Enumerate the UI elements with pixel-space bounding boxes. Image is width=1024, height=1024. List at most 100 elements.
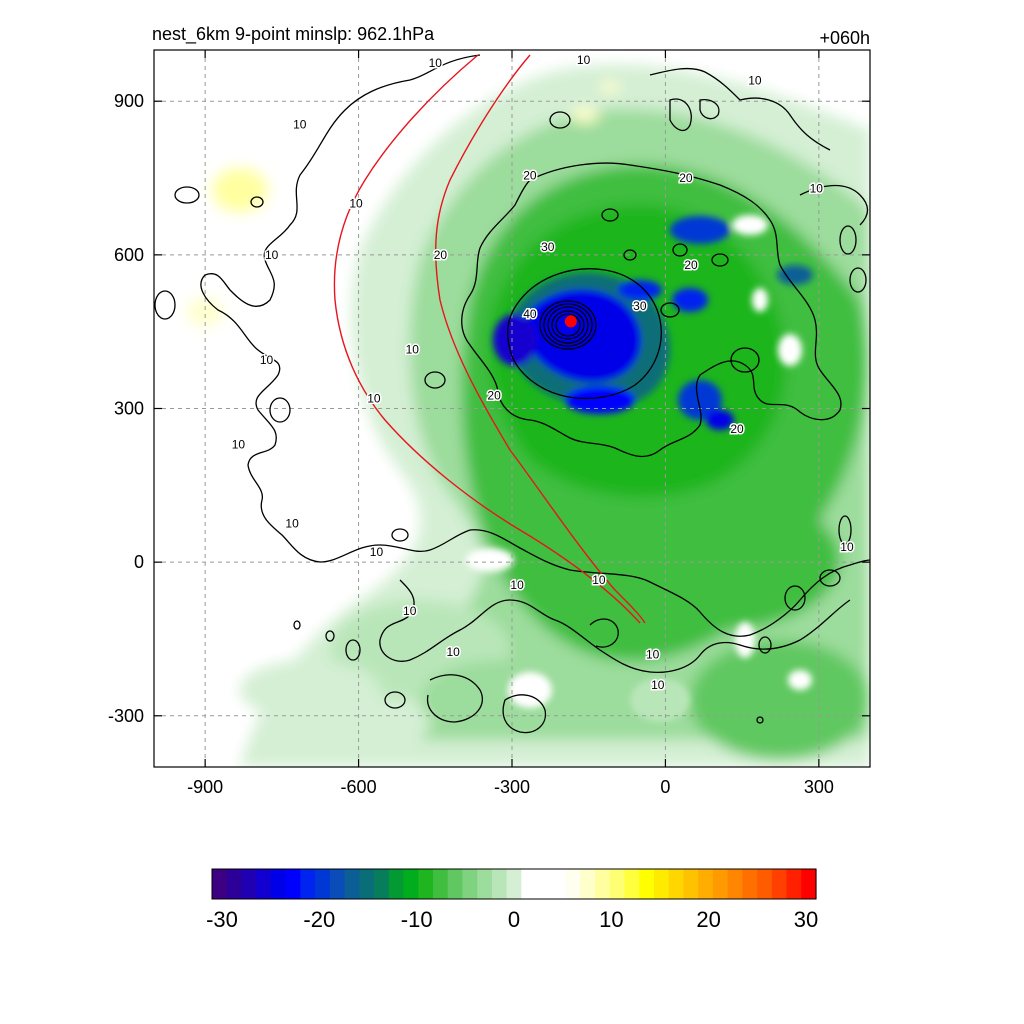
colorbar-swatch: [757, 869, 773, 899]
colorbar-swatch: [256, 869, 272, 899]
colorbar-swatch: [462, 869, 478, 899]
contour-label: 10: [810, 181, 824, 195]
colorbar-swatch: [668, 869, 685, 899]
colorbar-swatch: [565, 869, 581, 899]
colorbar-tick-label: -20: [303, 907, 335, 932]
colorbar-swatch: [653, 869, 670, 899]
contour-label: 10: [370, 545, 384, 559]
colorbar-tick-label: 0: [508, 907, 520, 932]
contour-label: 10: [510, 578, 524, 592]
colorbar-swatch: [315, 869, 331, 899]
y-tick-label: 0: [134, 552, 144, 572]
colorbar-swatch: [639, 869, 655, 899]
x-tick-label: -600: [341, 777, 377, 797]
colorbar: -30 -20 -10 0 10 20 30: [206, 868, 818, 932]
contour-label: 30: [541, 240, 555, 254]
forecast-hour-label: +060h: [819, 28, 870, 48]
colorbar-swatch: [374, 869, 390, 899]
colorbar-swatch: [491, 869, 508, 899]
colorbar-swatch: [683, 869, 699, 899]
contour-label: 20: [684, 258, 698, 272]
colorbar-swatch: [212, 869, 228, 899]
colorbar-swatch: [698, 869, 714, 899]
colorbar-swatch: [447, 869, 464, 899]
colorbar-swatch: [624, 869, 640, 899]
colorbar-swatch: [226, 869, 243, 899]
colorbar-swatch: [403, 869, 419, 899]
red-reference-curves: [333, 54, 646, 624]
colorbar-swatch: [329, 869, 346, 899]
y-tick-label: -300: [108, 706, 144, 726]
x-tick-label: 300: [804, 777, 834, 797]
contour-label: 20: [487, 389, 501, 403]
colorbar-swatch: [506, 869, 522, 899]
contour-label: 20: [679, 171, 693, 185]
y-tick-label: 300: [114, 399, 144, 419]
contour-label: 10: [265, 248, 279, 262]
x-tick-label: -900: [187, 777, 223, 797]
x-tick-label: 0: [660, 777, 670, 797]
chart-title: nest_6km 9-point minslp: 962.1hPa: [152, 24, 435, 45]
contour-label: 10: [367, 391, 381, 405]
colorbar-swatch: [344, 869, 360, 899]
contour-label: 10: [403, 604, 417, 618]
colorbar-swatch: [388, 869, 405, 899]
colorbar-swatch: [771, 869, 788, 899]
colorbar-swatch: [300, 869, 316, 899]
y-tick-label: 900: [114, 91, 144, 111]
colorbar-tick-label: 10: [599, 907, 623, 932]
contour-label: 40: [523, 307, 537, 321]
colorbar-swatch: [550, 869, 567, 899]
contour-label: 10: [349, 197, 363, 211]
x-axis: -900 -600 -300 0 300: [187, 50, 834, 797]
contour-label: 10: [592, 573, 606, 587]
colorbar-swatch: [536, 869, 552, 899]
y-axis: -300 0 300 600 900: [108, 91, 870, 726]
contour-label: 10: [748, 74, 762, 88]
contour-label: 10: [429, 56, 443, 70]
filled-field: [187, 64, 870, 767]
contour-label: 10: [447, 645, 461, 659]
colorbar-swatch: [742, 869, 758, 899]
contour-label: 10: [293, 117, 307, 131]
colorbar-swatch: [432, 869, 449, 899]
colorbar-swatch: [359, 869, 375, 899]
colorbar-swatch: [285, 869, 301, 899]
colorbar-swatch: [477, 869, 493, 899]
colorbar-tick-label: -30: [206, 907, 238, 932]
colorbar-swatch: [241, 869, 257, 899]
x-tick-label: -300: [494, 777, 530, 797]
storm-center-marker: [564, 315, 577, 328]
colorbar-frame: [211, 868, 817, 900]
colorbar-swatch: [727, 869, 743, 899]
contour-label: 10: [577, 53, 591, 67]
contour-labels: 10 10 10 10 10 10 10 10 10 10 10 10 10 10 10 10 10 10 10 10…: [230, 52, 855, 694]
colorbar-swatch: [270, 869, 287, 899]
colorbar-swatch: [595, 869, 611, 899]
contour-label: 20: [730, 422, 744, 436]
colorbar-tick-label: 30: [794, 907, 818, 932]
contour-label: 30: [633, 299, 647, 313]
contour-label: 10: [651, 678, 665, 692]
colorbar-swatch: [786, 869, 802, 899]
contour-lines: [154, 54, 870, 734]
colorbar-swatch: [580, 869, 596, 899]
contour-label: 20: [523, 168, 537, 182]
contour-label: 10: [406, 343, 420, 357]
contour-label: 10: [260, 353, 274, 367]
colorbar-swatch: [712, 869, 729, 899]
contour-label: 10: [285, 517, 299, 531]
colorbar-swatch: [521, 869, 537, 899]
contour-label: 10: [646, 647, 660, 661]
contour-label: 10: [232, 437, 246, 451]
y-tick-label: 600: [114, 245, 144, 265]
colorbar-swatch: [801, 869, 817, 899]
contour-label: 20: [434, 248, 448, 262]
colorbar-swatch: [418, 869, 434, 899]
contour-label: 10: [840, 540, 854, 554]
plot-area: 10 10 10 10 10 10 10 10 10 10 10 10 10 10 10 10 10 10 10 10…: [154, 50, 870, 767]
colorbar-tick-label: -10: [401, 907, 433, 932]
colorbar-swatch: [609, 869, 626, 899]
colorbar-tick-label: 20: [696, 907, 720, 932]
